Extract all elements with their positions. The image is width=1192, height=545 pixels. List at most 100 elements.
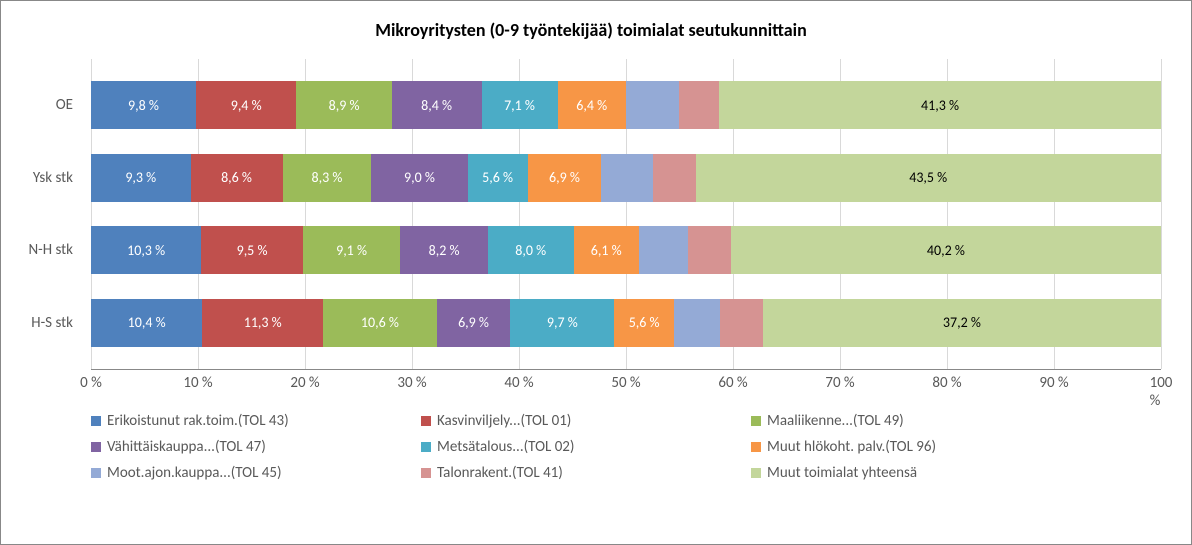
bar-segment: 9,0 % [371,154,467,202]
bar-segment: 6,4 % [558,81,626,129]
bar-segment: 9,8 % [91,81,196,129]
chart-container: Mikroyritysten (0-9 työntekijää) toimial… [0,0,1192,545]
bar-row: OE9,8 %9,4 %8,9 %8,4 %7,1 %6,4 %41,3 % [91,81,1161,129]
x-axis-tick: 40 % [504,374,533,392]
data-label: 9,1 % [336,242,367,259]
bar-row: H-S stk10,4 %11,3 %10,6 %6,9 %9,7 %5,6 %… [91,299,1161,347]
legend-label: Vähittäiskauppa...(TOL 47) [107,438,266,456]
x-axis-tick: 0 % [80,374,102,392]
data-label: 11,3 % [244,314,282,331]
data-label: 6,4 % [576,97,607,114]
bar-segment: 7,1 % [482,81,558,129]
data-label: 7,1 % [504,97,535,114]
bar-segment [720,299,763,347]
data-label: 9,8 % [128,97,159,114]
bar-segment: 6,1 % [574,226,639,274]
y-axis-label: H-S stk [11,299,81,347]
y-axis-label: N-H stk [11,226,81,274]
x-axis-tick: 80 % [932,374,961,392]
legend-item: Kasvinviljely...(TOL 01) [421,412,751,430]
legend-label: Maaliikenne...(TOL 49) [767,412,904,430]
bar-segment: 9,5 % [201,226,303,274]
bar-segment: 41,3 % [719,81,1161,129]
data-label: 6,1 % [591,242,622,259]
legend-swatch [91,416,101,426]
bar-segment: 8,3 % [283,154,372,202]
bar-segment: 37,2 % [763,299,1161,347]
bar-segment: 8,0 % [488,226,574,274]
x-axis-tick: 20 % [290,374,319,392]
legend-swatch [751,442,761,452]
data-label: 8,0 % [515,242,546,259]
data-label: 9,3 % [125,169,156,186]
bar-segment: 8,6 % [191,154,283,202]
bar-segment: 8,2 % [400,226,488,274]
x-axis-tick: 100 % [1150,374,1173,410]
legend-swatch [751,468,761,478]
data-label: 8,3 % [311,169,342,186]
x-axis-tick: 90 % [1039,374,1068,392]
legend: Erikoistunut rak.toim.(TOL 43) Kasvinvilj… [91,408,1091,486]
legend-swatch [421,442,431,452]
bar-segment: 11,3 % [202,299,323,347]
data-label: 6,9 % [458,314,489,331]
bar-segment: 9,3 % [91,154,191,202]
bar-segment: 43,5 % [696,154,1161,202]
bar-segment: 5,6 % [468,154,528,202]
x-axis-tick: 60 % [718,374,747,392]
x-axis-tick: 50 % [611,374,640,392]
data-label: 41,3 % [921,97,959,114]
bar-segment [679,81,719,129]
plot-area: OE9,8 %9,4 %8,9 %8,4 %7,1 %6,4 %41,3 %Ys… [91,59,1161,369]
bar-segment [688,226,731,274]
data-label: 9,5 % [237,242,268,259]
legend-item: Erikoistunut rak.toim.(TOL 43) [91,412,421,430]
bar-segment: 9,1 % [303,226,400,274]
legend-item: Muut toimialat yhteensä [751,464,1081,482]
data-label: 40,2 % [927,242,965,259]
data-label: 37,2 % [943,314,981,331]
data-label: 10,4 % [128,314,166,331]
legend-swatch [421,468,431,478]
bar-segment: 8,9 % [296,81,391,129]
y-axis-label: OE [11,81,81,129]
bar-segment: 40,2 % [731,226,1161,274]
y-axis-label: Ysk stk [11,154,81,202]
legend-item: Talonrakent.(TOL 41) [421,464,751,482]
bar-group: OE9,8 %9,4 %8,9 %8,4 %7,1 %6,4 %41,3 %Ys… [91,59,1161,369]
data-label: 8,6 % [221,169,252,186]
bar-segment: 6,9 % [528,154,602,202]
legend-label: Kasvinviljely...(TOL 01) [437,412,571,430]
legend-swatch [751,416,761,426]
x-axis-tick: 30 % [397,374,426,392]
x-axis-tick: 70 % [825,374,854,392]
bar-segment: 8,4 % [392,81,482,129]
legend-item: Vähittäiskauppa...(TOL 47) [91,438,421,456]
bar-segment [639,226,688,274]
bar-segment [601,154,652,202]
bar-segment [626,81,680,129]
legend-item: Metsätalous...(TOL 02) [421,438,751,456]
bar-segment [674,299,720,347]
chart-title: Mikroyritysten (0-9 työntekijää) toimial… [11,19,1171,41]
bar-segment [653,154,696,202]
bar-segment: 6,9 % [437,299,511,347]
legend-swatch [91,468,101,478]
legend-label: Erikoistunut rak.toim.(TOL 43) [107,412,289,430]
legend-label: Moot.ajon.kauppa...(TOL 45) [107,464,282,482]
data-label: 5,6 % [629,314,660,331]
x-axis: 0 %10 %20 %30 %40 %50 %60 %70 %80 %90 %1… [91,369,1161,393]
bar-segment: 10,4 % [91,299,202,347]
legend-item: Muut hlökoht. palv.(TOL 96) [751,438,1081,456]
data-label: 5,6 % [482,169,513,186]
data-label: 43,5 % [909,169,947,186]
data-label: 9,4 % [231,97,262,114]
bar-segment: 9,4 % [196,81,297,129]
legend-item: Maaliikenne...(TOL 49) [751,412,1081,430]
x-axis-tick: 10 % [183,374,212,392]
bar-segment: 10,6 % [323,299,436,347]
legend-label: Muut hlökoht. palv.(TOL 96) [767,438,936,456]
bar-segment: 9,7 % [510,299,614,347]
data-label: 9,7 % [547,314,578,331]
legend-label: Talonrakent.(TOL 41) [437,464,563,482]
